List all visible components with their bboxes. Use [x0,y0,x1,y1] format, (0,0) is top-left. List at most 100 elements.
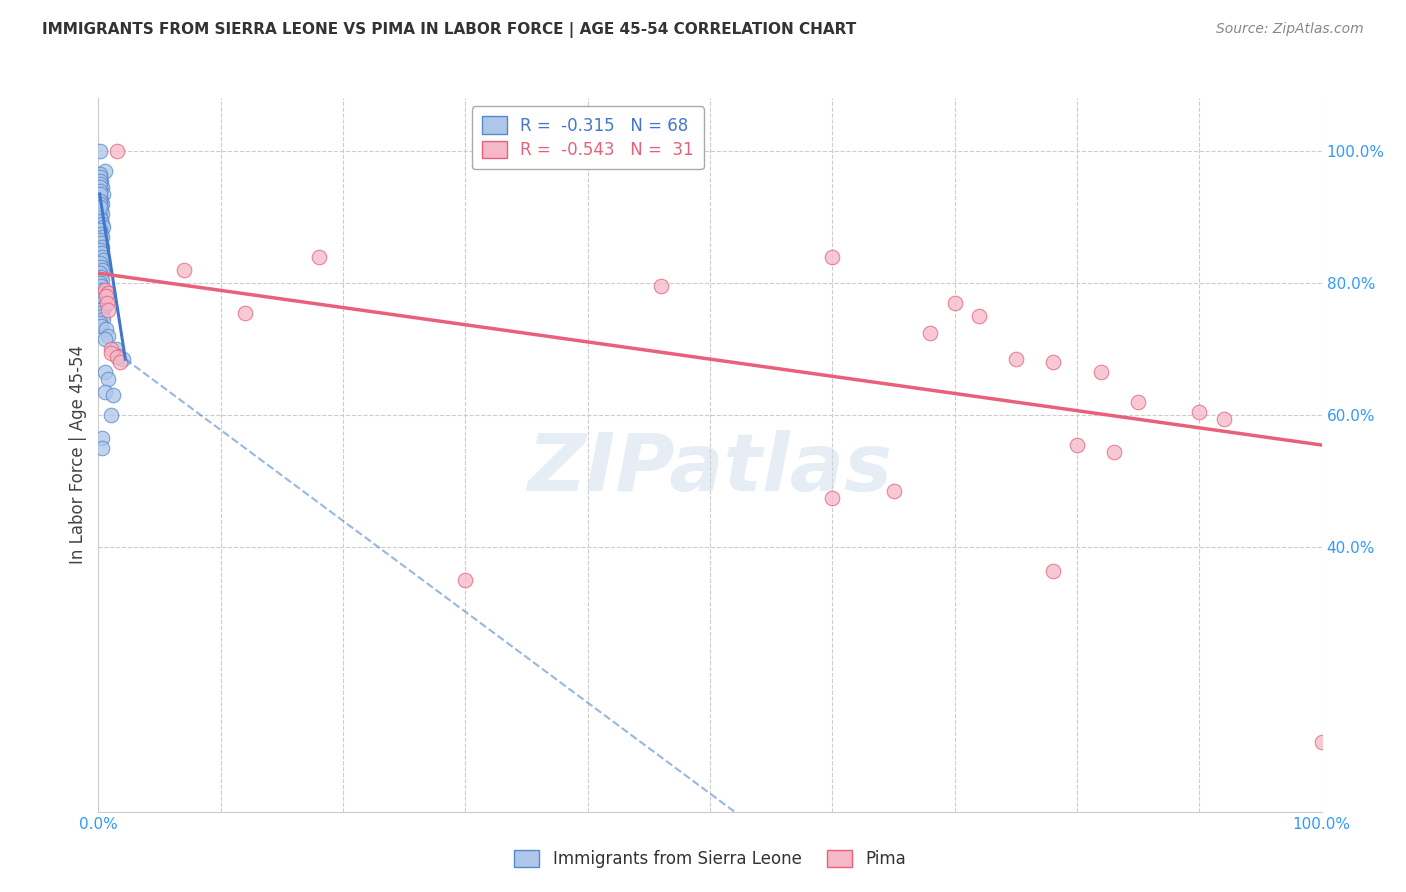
Point [90,269,112,284]
Point [91,283,114,297]
Point [90,174,112,188]
Point [89,233,111,247]
Point [89,190,111,204]
Point [89,266,111,280]
Point [93,365,115,379]
Point [100,345,122,359]
Point [89,177,111,191]
Point [89,243,111,257]
Point [1212,411,1234,425]
Point [97,372,120,386]
Point [93,299,115,313]
Point [89,276,111,290]
Point [90,227,112,241]
Point [91,273,114,287]
Point [91,250,114,264]
Point [173,263,195,277]
Point [1066,438,1088,452]
Point [1128,395,1150,409]
Point [650,279,672,293]
Point [90,246,112,260]
Point [91,312,114,326]
Point [91,230,114,244]
Point [91,207,114,221]
Point [100,342,122,356]
Point [1042,355,1064,369]
Point [89,180,111,194]
Point [90,260,112,274]
Point [91,240,114,254]
Point [90,293,112,307]
Point [89,316,111,330]
Point [89,184,111,198]
Point [89,197,111,211]
Point [1310,735,1333,749]
Point [91,217,114,231]
Point [90,203,112,218]
Text: IMMIGRANTS FROM SIERRA LEONE VS PIMA IN LABOR FORCE | AGE 45-54 CORRELATION CHAR: IMMIGRANTS FROM SIERRA LEONE VS PIMA IN … [42,22,856,38]
Point [821,491,844,505]
Point [91,197,114,211]
Point [93,332,115,346]
Point [90,194,112,208]
Point [89,256,111,270]
Point [308,250,330,264]
Point [1188,405,1211,419]
Point [90,319,112,334]
Point [91,431,114,445]
Point [100,409,122,423]
Point [91,219,114,234]
Point [89,144,111,158]
Point [454,574,477,588]
Point [233,306,256,320]
Text: ZIPatlas: ZIPatlas [527,430,893,508]
Point [111,352,134,367]
Point [105,350,128,364]
Point [91,286,114,301]
Point [920,326,942,340]
Point [90,213,112,227]
Point [97,329,120,343]
Point [93,163,115,178]
Y-axis label: In Labor Force | Age 45-54: In Labor Force | Age 45-54 [69,345,87,565]
Point [89,289,111,303]
Point [97,286,120,301]
Point [89,186,111,201]
Point [89,302,111,317]
Point [91,180,114,194]
Point [91,296,114,310]
Point [89,170,111,185]
Point [93,385,115,400]
Text: Source: ZipAtlas.com: Source: ZipAtlas.com [1216,22,1364,37]
Point [91,442,114,456]
Point [89,167,111,181]
Point [89,223,111,237]
Point [90,306,112,320]
Point [91,252,114,267]
Point [91,263,114,277]
Point [104,342,127,356]
Point [91,309,114,323]
Point [107,349,129,363]
Point [94,322,117,336]
Point [89,210,111,224]
Point [89,194,111,208]
Point [883,484,905,499]
Point [93,283,115,297]
Point [91,186,114,201]
Point [1004,352,1026,367]
Point [89,200,111,214]
Point [89,200,111,214]
Point [105,144,128,158]
Point [110,355,132,369]
Point [96,296,118,310]
Point [101,388,124,402]
Point [97,302,120,317]
Point [94,289,117,303]
Point [967,309,990,323]
Point [943,296,966,310]
Point [1042,564,1064,578]
Point [1090,365,1112,379]
Point [90,279,112,293]
Point [89,174,111,188]
